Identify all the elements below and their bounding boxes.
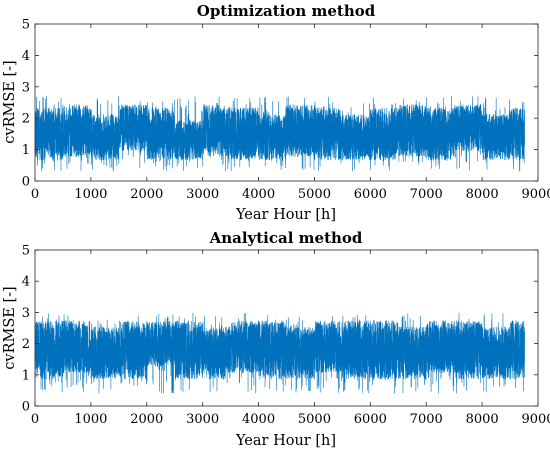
x-tick-label: 9000 [521, 412, 550, 427]
x-tick-label: 6000 [354, 187, 387, 202]
y-tick-label: 4 [22, 275, 30, 290]
x-tick-label: 0 [31, 187, 39, 202]
x-tick-label: 9000 [521, 187, 550, 202]
y-tick-label: 1 [22, 368, 30, 383]
chart-title: Analytical method [209, 229, 363, 247]
y-tick-label: 3 [22, 306, 30, 321]
x-tick-label: 3000 [186, 187, 219, 202]
x-tick-label: 1000 [74, 187, 107, 202]
y-tick-label: 5 [22, 244, 30, 259]
x-ticks: 0 1000 2000 3000 4000 5000 6000 7000 8000 9000 [31, 24, 550, 202]
y-ticks: 0 1 2 3 4 5 [22, 18, 538, 190]
series-line [34, 312, 525, 394]
x-tick-label: 3000 [186, 412, 219, 427]
y-tick-label: 0 [22, 400, 30, 415]
x-tick-label: 1000 [74, 412, 107, 427]
x-tick-label: 0 [31, 412, 39, 427]
x-tick-label: 8000 [466, 187, 499, 202]
y-axis-label: cvRMSE [-] [2, 286, 18, 369]
y-tick-label: 2 [22, 112, 30, 127]
x-tick-label: 7000 [410, 187, 443, 202]
x-axis-label: Year Hour [h] [235, 433, 336, 449]
x-tick-label: 4000 [242, 412, 275, 427]
y-tick-label: 4 [22, 49, 30, 64]
series-line-layer [34, 312, 525, 394]
y-tick-label: 2 [22, 337, 30, 352]
y-tick-label: 0 [22, 175, 30, 190]
axes-box [34, 249, 539, 407]
y-tick-label: 1 [22, 143, 30, 158]
x-tick-label: 8000 [466, 412, 499, 427]
y-ticks: 0 1 2 3 4 5 [22, 244, 538, 415]
axes-box [34, 23, 539, 182]
x-axis-label: Year Hour [h] [235, 207, 336, 223]
series-line-layer [34, 96, 525, 172]
x-tick-label: 2000 [130, 412, 163, 427]
x-tick-label: 6000 [354, 412, 387, 427]
x-tick-label: 2000 [130, 187, 163, 202]
y-tick-label: 3 [22, 80, 30, 95]
x-ticks: 0 1000 2000 3000 4000 5000 6000 7000 8000 9000 [31, 250, 550, 427]
panel-analytical: Analytical method 0 1 2 3 4 5 0 1000 2000 3000 40… [2, 229, 550, 449]
panel-optimization: Optimization method 0 1 2 3 4 5 0 1000 2000 3000… [2, 2, 550, 223]
x-tick-label: 5000 [298, 187, 331, 202]
x-tick-label: 7000 [410, 412, 443, 427]
chart-title: Optimization method [197, 2, 376, 20]
x-tick-label: 4000 [242, 187, 275, 202]
series-line [34, 96, 525, 172]
y-tick-label: 5 [22, 18, 30, 33]
x-tick-label: 5000 [298, 412, 331, 427]
y-axis-label: cvRMSE [-] [2, 60, 18, 143]
